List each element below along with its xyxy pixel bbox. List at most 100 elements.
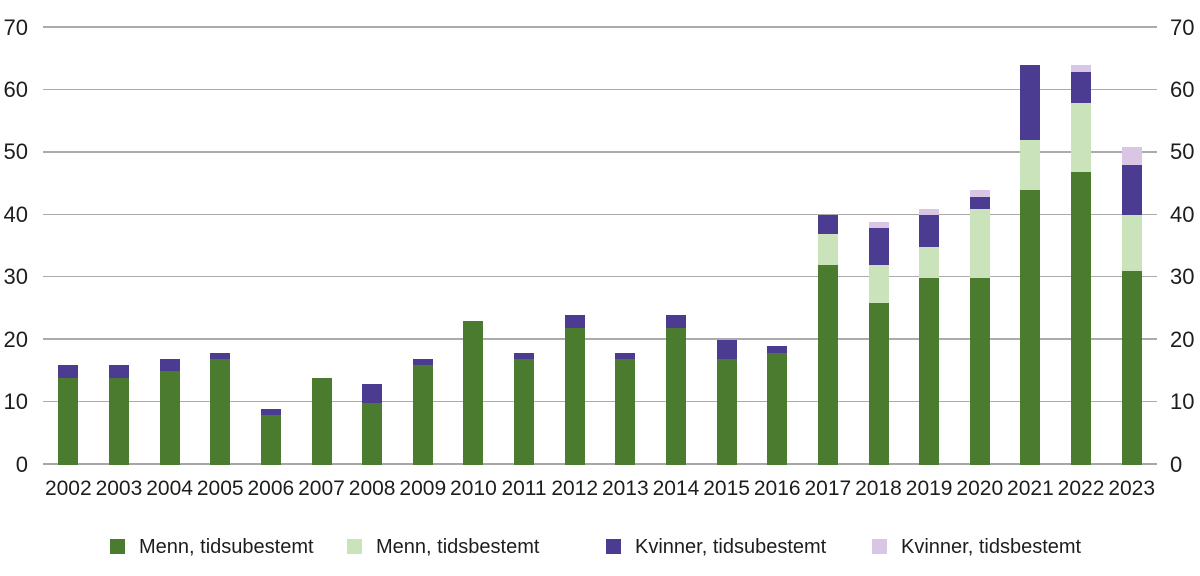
y-tick-label-left: 20 [3,326,28,352]
gridline [43,26,1157,28]
bar-2003 [108,28,129,465]
bar-segment-series-3 [919,209,940,216]
bar-segment-series-2 [665,315,686,328]
bar-segment-series-0 [767,352,788,465]
bar-segment-series-2 [615,352,636,359]
gridline [43,213,1157,216]
y-tick-label-right: 50 [1170,139,1195,165]
bar-2019 [919,28,940,465]
x-tick-label: 2012 [551,477,599,500]
x-tick-label: 2003 [95,477,143,500]
bar-segment-series-1 [1020,140,1041,191]
bar-segment-series-2 [868,227,889,266]
bar-segment-series-1 [1121,215,1142,272]
y-tick-label-right: 10 [1170,389,1195,415]
bar-segment-series-2 [362,383,383,403]
bar-segment-series-1 [1071,102,1092,172]
bar-segment-series-0 [412,365,433,465]
x-tick-label: 2016 [753,477,801,500]
x-tick-label: 2005 [196,477,244,500]
y-tick-label-right: 0 [1170,451,1183,477]
bar-segment-series-0 [615,358,636,465]
bar-2002 [58,28,79,465]
legend-swatch-icon [110,539,125,554]
bar-2010 [463,28,484,465]
bar-segment-series-0 [1071,171,1092,465]
bar-2022 [1071,28,1092,465]
bar-segment-series-0 [210,358,231,465]
y-tick-label-left: 30 [3,264,28,290]
gridline [43,88,1157,91]
y-tick-label-left: 10 [3,389,28,415]
bar-2023 [1121,28,1142,465]
y-tick-label-right: 30 [1170,264,1195,290]
legend-swatch-icon [606,539,621,554]
legend-label: Kvinner, tidsubestemt [635,536,827,558]
bar-segment-series-2 [159,358,180,372]
bar-segment-series-3 [969,190,990,197]
bar-segment-series-3 [868,221,889,228]
bar-segment-series-2 [210,352,231,359]
x-tick-label: 2011 [501,477,547,500]
y-tick-label-left: 50 [3,139,28,165]
legend-item: Menn, tidsbestemt [347,536,539,562]
gridline [43,338,1157,340]
y-tick-label-left: 40 [3,201,28,227]
bar-segment-series-2 [58,365,79,378]
bar-segment-series-0 [564,327,585,465]
legend-swatch-icon [872,539,887,554]
bar-segment-series-0 [260,415,281,465]
y-tick-label-right: 40 [1170,201,1195,227]
bar-2013 [615,28,636,465]
x-tick-label: 2002 [44,477,92,500]
bar-segment-series-0 [868,302,889,465]
x-tick-label: 2022 [1057,477,1105,500]
bar-segment-series-0 [665,327,686,465]
gridline [43,400,1157,403]
bar-segment-series-0 [159,371,180,465]
x-tick-label: 2010 [450,477,497,500]
bar-2015 [716,28,737,465]
gridline [43,275,1157,278]
x-axis-baseline [43,462,1157,466]
bar-segment-series-2 [514,352,535,359]
x-tick-label: 2018 [855,477,902,500]
bar-2016 [767,28,788,465]
bar-segment-series-1 [919,246,940,278]
legend-item: Menn, tidsubestemt [110,536,314,562]
x-tick-label: 2014 [652,477,700,500]
bar-segment-series-2 [1121,165,1142,216]
x-tick-label: 2009 [399,477,447,500]
bar-segment-series-0 [919,277,940,465]
y-tick-label-right: 20 [1170,326,1195,352]
bar-2018 [868,28,889,465]
bar-segment-series-1 [969,209,990,278]
bar-segment-series-0 [463,321,484,465]
bar-segment-series-0 [514,358,535,465]
bar-segment-series-0 [1121,271,1142,465]
bar-2004 [159,28,180,465]
bar-segment-series-2 [260,408,281,416]
x-tick-label: 2013 [601,477,649,500]
bar-2021 [1020,28,1041,465]
x-tick-label: 2020 [956,477,1004,500]
x-tick-label: 2015 [703,477,750,500]
plot-area [43,26,1157,466]
bar-2014 [665,28,686,465]
bar-segment-series-2 [716,340,737,359]
bar-segment-series-2 [767,346,788,353]
legend-label: Kvinner, tidsbestemt [901,536,1082,558]
bar-2012 [564,28,585,465]
bar-segment-series-1 [817,234,838,266]
gridline [43,151,1157,153]
x-tick-label: 2006 [247,477,295,500]
bar-segment-series-2 [1071,71,1092,103]
bar-2017 [817,28,838,465]
bar-segment-series-3 [1121,146,1142,166]
bar-segment-series-0 [1020,190,1041,465]
legend-swatch-icon [347,539,362,554]
bar-segment-series-0 [58,377,79,465]
bar-2006 [260,28,281,465]
bar-2005 [210,28,231,465]
